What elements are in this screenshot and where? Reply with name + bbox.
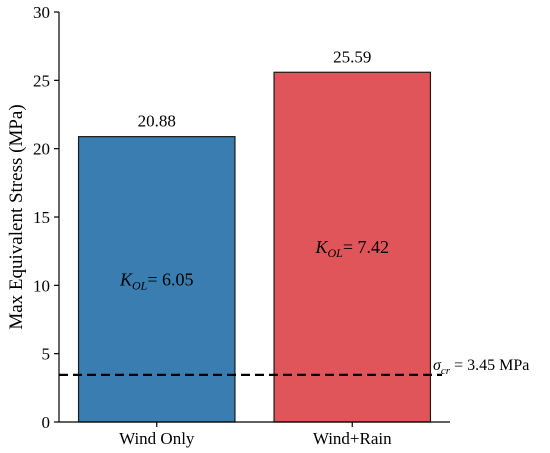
x-tick-label: Wind Only xyxy=(119,429,195,448)
bar-value-label: 20.88 xyxy=(138,112,176,131)
ticks-layer: 0 5 10 15 20 25 30 Wind Only Wind+Rain xyxy=(33,3,392,448)
threshold-label: σcr = 3.45 MPa xyxy=(433,357,529,377)
y-tick-label: 0 xyxy=(42,413,51,432)
kol-annotation: KOL= 7.42 xyxy=(314,237,389,260)
y-tick-label: 10 xyxy=(33,276,50,295)
y-tick-label: 15 xyxy=(33,208,50,227)
bar xyxy=(273,71,432,423)
y-axis-label: Max Equivalent Stress (MPa) xyxy=(6,104,27,329)
y-tick-label: 20 xyxy=(33,140,50,159)
y-tick-label: 30 xyxy=(33,3,50,22)
y-tick-label: 25 xyxy=(33,71,50,90)
bar-value-label: 25.59 xyxy=(333,47,371,66)
bars-layer: 20.88 KOL= 6.05 25.59 KOL= 7.42 xyxy=(77,47,432,423)
kol-annotation: KOL= 6.05 xyxy=(119,269,194,292)
x-tick-label: Wind+Rain xyxy=(313,429,392,448)
y-tick-label: 5 xyxy=(42,345,51,364)
threshold-layer: σcr = 3.45 MPa xyxy=(59,357,529,377)
